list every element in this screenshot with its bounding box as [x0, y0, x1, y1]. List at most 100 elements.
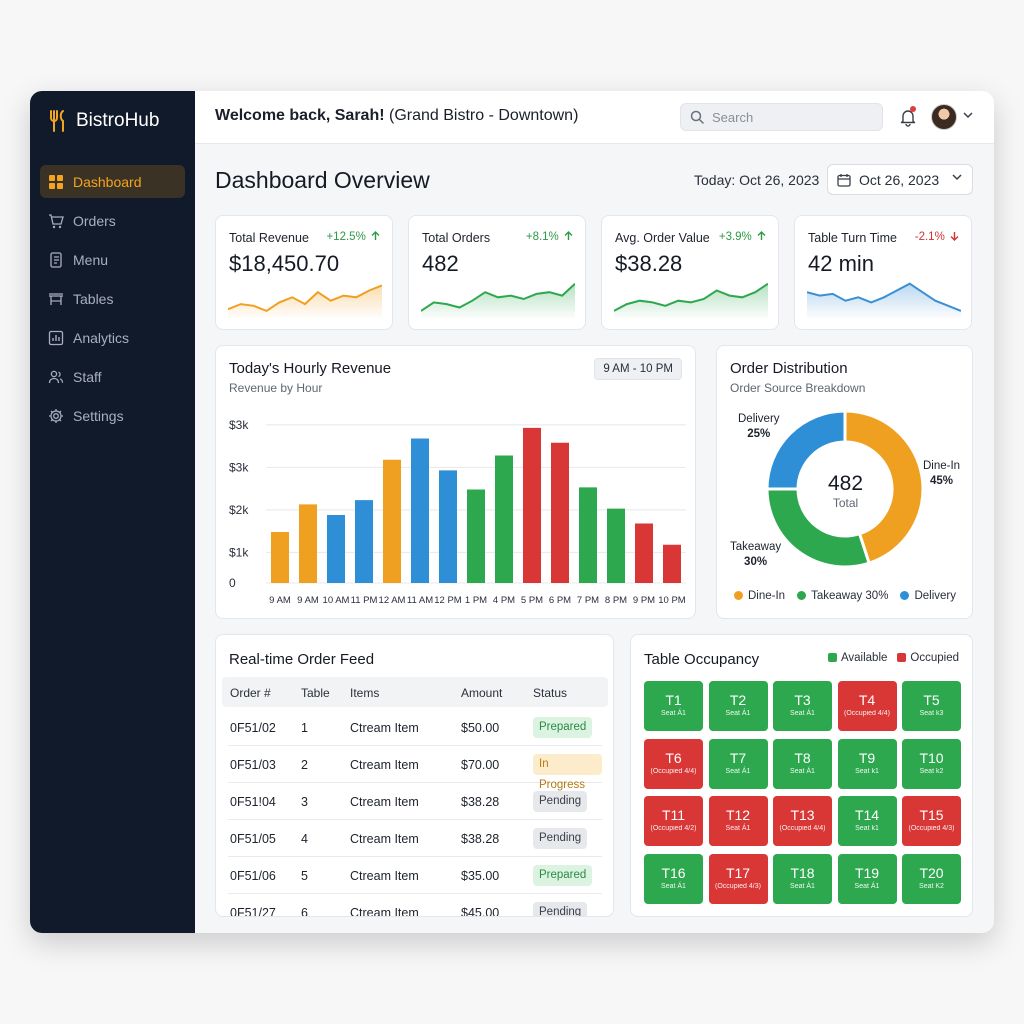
table-status: (Occupied 4/4) [650, 767, 697, 775]
table-tile-t2[interactable]: T2 Seat Á1 [708, 681, 768, 731]
table-row[interactable]: 0F51!04 3 Ctream Item $38.28 Pending [228, 783, 602, 820]
bar[interactable] [467, 489, 485, 584]
table-row[interactable]: 0F51/02 1 Ctream Item $50.00 Prepared [228, 709, 602, 746]
table-tile-t4[interactable]: T4 (Occupied 4/4) [837, 681, 897, 731]
bar[interactable] [607, 508, 625, 583]
table-tile-t15[interactable]: T15 (Occupied 4/3) [902, 796, 961, 846]
table-tile-t12[interactable]: T12 Seat Á1 [708, 796, 768, 846]
table-status: Seat k3 [919, 710, 944, 717]
main-area: Welcome back, Sarah! (Grand Bistro - Dow… [195, 91, 994, 933]
table-tile-t8[interactable]: T8 Seat Á1 [773, 738, 832, 789]
bar[interactable] [355, 500, 373, 583]
arrow-up-icon [564, 231, 573, 240]
table-status: Seat Á1 [725, 767, 751, 775]
table-status: Seat Á1 [790, 767, 815, 775]
table-status: Seat k2 [919, 767, 944, 775]
status-badge: Pending [533, 791, 588, 812]
hourly-revenue-card: Today's Hourly Revenue Revenue by Hour 9… [215, 345, 696, 619]
order-amount: $45.00 [461, 906, 500, 917]
chevron-down-icon[interactable] [963, 112, 973, 119]
bar[interactable] [495, 455, 513, 584]
table-tile-t11[interactable]: T11 (Occupied 4/2) [644, 796, 703, 846]
table-name: T10 [919, 749, 944, 766]
kpi-card-table-turn-time[interactable]: Table Turn Time -2.1% 42 min [794, 215, 972, 330]
dinein-pct: 45% [930, 475, 954, 487]
table-row[interactable]: 0F51/03 2 Ctream Item $70.00 In Progress [228, 746, 602, 791]
kpi-delta-value: -2.1% [914, 231, 945, 243]
x-tick-label: 4 PM [493, 595, 515, 606]
sidebar-item-tables[interactable]: Tables [40, 282, 185, 315]
revenue-bar-chart: $3k $3k $2k $1k 0 9 AM 9 AM 10 AM 11 PM 12 AM 11 A… [229, 418, 686, 606]
search-icon [690, 110, 704, 124]
table-tile-t20[interactable]: T20 Seat K2 [902, 853, 961, 904]
table-tile-t13[interactable]: T13 (Occupied 4/4) [773, 796, 832, 846]
arrow-up-icon [371, 231, 380, 240]
col-amount[interactable]: Amount [461, 686, 503, 700]
date-picker[interactable]: Oct 26, 2023 [827, 164, 973, 195]
bar[interactable] [299, 504, 317, 583]
table-tile-t3[interactable]: T3 Seat Á1 [773, 681, 832, 731]
kpi-delta: +8.1% [526, 231, 573, 243]
kpi-card-total-revenue[interactable]: Total Revenue +12.5% $18,450.70 [215, 215, 393, 330]
table-tile-t19[interactable]: T19 Seat Á1 [837, 853, 897, 904]
sidebar-item-dashboard[interactable]: Dashboard [40, 165, 185, 198]
col-order[interactable]: Order # [230, 686, 271, 700]
order-items: Ctream Item [350, 906, 419, 917]
kpi-title: Avg. Order Value [615, 231, 710, 245]
search-box[interactable] [680, 103, 883, 131]
donut-slice-delivery[interactable] [765, 409, 847, 491]
legend-dinein-label: Dine-In [748, 590, 786, 602]
bar[interactable] [271, 532, 289, 583]
table-row[interactable]: 0F51/27 6 Ctream Item $45.00 Pending [228, 894, 602, 917]
order-donut-chart [765, 409, 925, 569]
y-tick-label: $1k [229, 545, 249, 559]
table-tile-t6[interactable]: T6 (Occupied 4/4) [644, 738, 703, 789]
sidebar-item-label: Staff [73, 368, 102, 385]
bar[interactable] [383, 459, 401, 583]
bar[interactable] [439, 470, 457, 583]
table-tile-t17[interactable]: T17 (Occupied 4/3) [708, 853, 768, 904]
welcome-message: Welcome back, Sarah! (Grand Bistro - Dow… [215, 107, 578, 125]
avatar[interactable] [931, 104, 957, 130]
sidebar: BistroHub Dashboard Orders Menu Tables Analy… [30, 91, 195, 933]
table-tile-t18[interactable]: T18 Seat Á1 [773, 853, 832, 904]
x-tick-label: 8 PM [605, 595, 627, 606]
sidebar-item-staff[interactable]: Staff [40, 360, 185, 393]
sidebar-item-settings[interactable]: Settings [40, 399, 185, 432]
sidebar-item-orders[interactable]: Orders [40, 204, 185, 237]
brand[interactable]: BistroHub [48, 109, 159, 133]
kpi-card-total-orders[interactable]: Total Orders +8.1% 482 [408, 215, 586, 330]
table-tile-t16[interactable]: T16 Seat Á1 [644, 853, 703, 904]
col-table[interactable]: Table [301, 686, 330, 700]
order-items: Ctream Item [350, 832, 419, 846]
table-tile-t9[interactable]: T9 Seat k1 [837, 738, 897, 789]
table-tile-t7[interactable]: T7 Seat Á1 [708, 738, 768, 789]
col-status[interactable]: Status [533, 686, 568, 700]
donut-slice-dine-in[interactable] [843, 409, 925, 566]
status-badge: Prepared [533, 865, 593, 886]
table-tile-t5[interactable]: T5 Seat k3 [902, 681, 961, 731]
bar[interactable] [579, 487, 597, 583]
sidebar-item-menu[interactable]: Menu [40, 243, 185, 276]
table-occupancy-card: Table Occupancy Available Occupied T1 Se… [630, 634, 973, 917]
table-tile-t1[interactable]: T1 Seat Á1 [644, 681, 703, 731]
bell-icon[interactable] [898, 107, 918, 127]
bar[interactable] [523, 427, 541, 583]
bar[interactable] [635, 523, 653, 584]
table-row[interactable]: 0F51/05 4 Ctream Item $38.28 Pending [228, 820, 602, 857]
search-input[interactable] [712, 109, 872, 125]
table-row[interactable]: 0F51/06 5 Ctream Item $35.00 Prepared [228, 857, 602, 894]
bar[interactable] [327, 515, 345, 583]
col-items[interactable]: Items [350, 686, 380, 700]
kpi-card-avg-order-value[interactable]: Avg. Order Value +3.9% $38.28 [601, 215, 779, 330]
sidebar-item-analytics[interactable]: Analytics [40, 321, 185, 354]
bar[interactable] [551, 442, 569, 583]
table-tile-t10[interactable]: T10 Seat k2 [902, 738, 961, 789]
table-tile-t14[interactable]: T14 Seat k1 [837, 796, 897, 846]
y-tick-label: $3k [229, 418, 249, 432]
order-items: Ctream Item [350, 795, 419, 809]
takeaway-label: Takeaway 30% [730, 540, 781, 570]
bar[interactable] [411, 438, 429, 584]
revenue-range[interactable]: 9 AM - 10 PM [594, 358, 682, 380]
bar[interactable] [663, 544, 681, 583]
